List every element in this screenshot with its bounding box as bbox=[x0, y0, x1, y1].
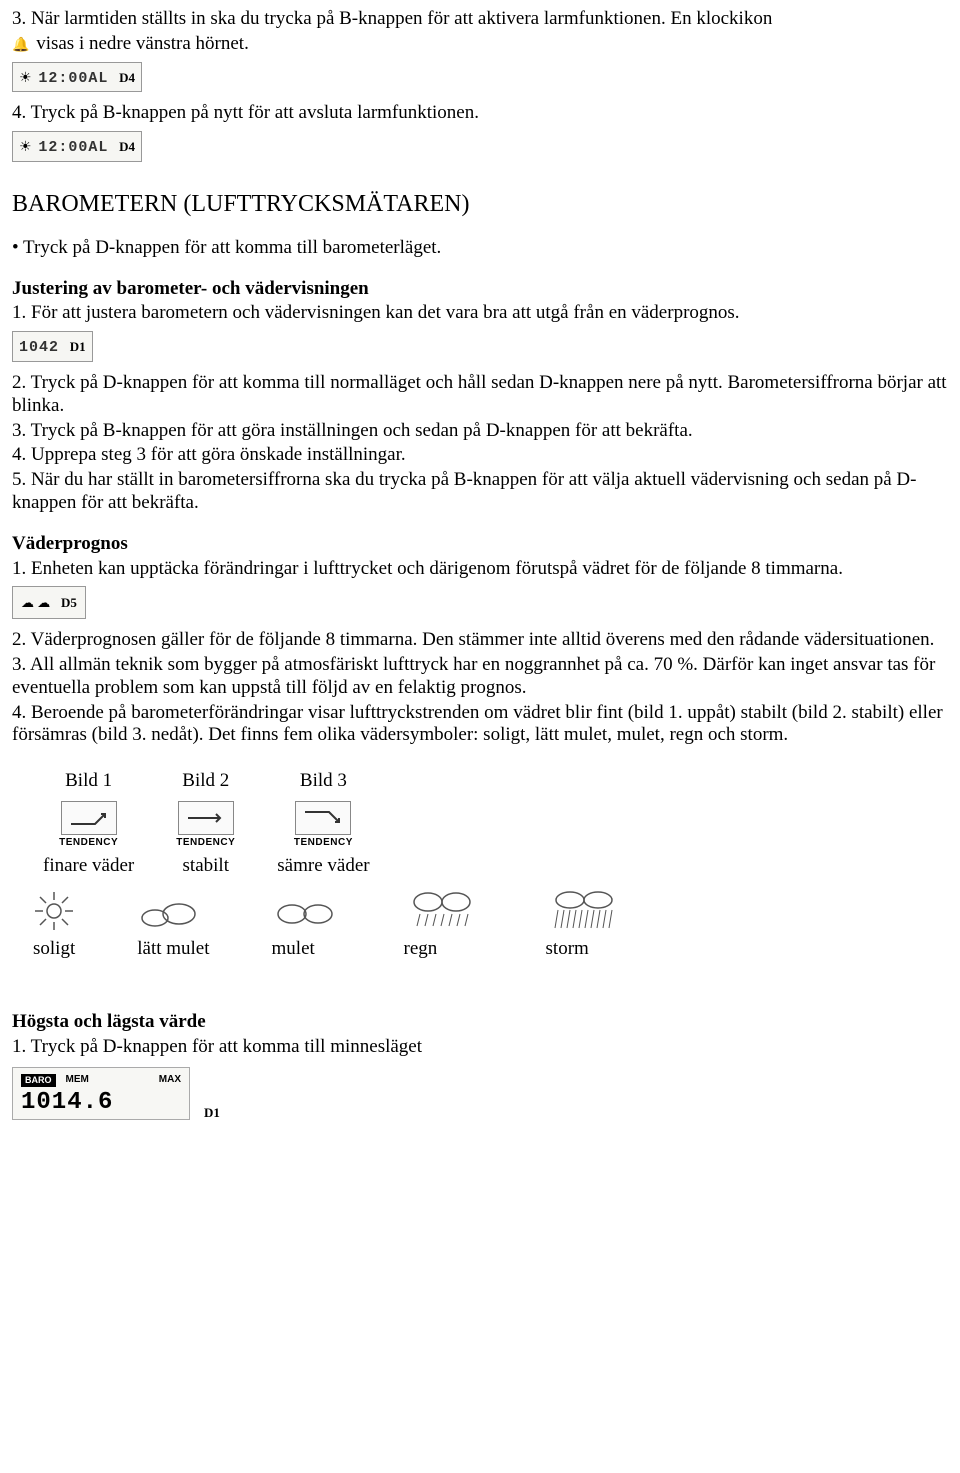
just-4: 4. Upprepa steg 3 för att göra önskade i… bbox=[12, 444, 948, 467]
forecast-section: Väderprognos 1. Enheten kan upptäcka för… bbox=[12, 533, 948, 747]
tend-label-2: stabilt bbox=[175, 854, 236, 879]
just-2: 2. Tryck på D-knappen för att komma till… bbox=[12, 372, 948, 418]
forecast-1: 1. Enheten kan upptäcka förändringar i l… bbox=[12, 558, 948, 581]
mem-value: 1014.6 bbox=[21, 1089, 181, 1118]
cloudy-icon bbox=[272, 888, 342, 932]
minmax-heading: Högsta och lägsta värde bbox=[12, 1011, 948, 1034]
bell-icon: 🔔 bbox=[12, 38, 29, 53]
tend-cap-2: TENDENCY bbox=[176, 837, 235, 849]
tendency-table: Bild 1 Bild 2 Bild 3 TENDENCY TENDENCY bbox=[2, 765, 411, 883]
weather-label-5: storm bbox=[545, 937, 627, 962]
baro-bullet: • Tryck på D-knappen för att komma till … bbox=[12, 237, 948, 260]
tend-box-flat bbox=[178, 801, 234, 835]
memory-display: BARO MEM MAX 1014.6 bbox=[12, 1067, 190, 1121]
weather-label-3: mulet bbox=[271, 937, 343, 962]
forecast-2: 2. Väderprognosen gäller för de följande… bbox=[12, 629, 948, 652]
sun-icon bbox=[33, 888, 75, 932]
max-label: MAX bbox=[159, 1074, 181, 1086]
forecast-heading: Väderprognos bbox=[12, 533, 948, 556]
tend-cap-1: TENDENCY bbox=[43, 837, 134, 849]
arrow-flat-icon bbox=[184, 808, 228, 828]
just-1: 1. För att justera barometern och väderv… bbox=[12, 302, 948, 325]
weather-cell-sun bbox=[32, 887, 76, 933]
para-3b: 🔔 visas i nedre vänstra hörnet. bbox=[12, 33, 948, 56]
mem-label: MEM bbox=[66, 1074, 89, 1086]
mem-d1-label: D1 bbox=[204, 1105, 220, 1121]
lcd-display-2: ☀ 12:00AL D4 bbox=[12, 131, 142, 162]
weather-label-1: soligt bbox=[32, 937, 76, 962]
barometer-intro: • Tryck på D-knappen för att komma till … bbox=[12, 237, 948, 260]
arrow-up-icon bbox=[67, 808, 111, 828]
weather-table: soligt lätt mulet mulet regn storm bbox=[0, 883, 687, 966]
lcd-display-1: ☀ 12:00AL D4 bbox=[12, 62, 142, 93]
forecast-cloud-icon: ☁ ☁ bbox=[21, 595, 50, 610]
para-3a: 3. När larmtiden ställts in ska du tryck… bbox=[12, 8, 948, 31]
tend-label-3: sämre väder bbox=[276, 854, 370, 879]
tend-box-down bbox=[295, 801, 351, 835]
tend-h3: Bild 3 bbox=[276, 769, 370, 794]
minmax-section: Högsta och lägsta värde 1. Tryck på D-kn… bbox=[12, 1011, 948, 1120]
alarm-icon: ☀ bbox=[19, 140, 32, 155]
arrow-down-icon bbox=[301, 808, 345, 828]
justering-heading: Justering av barometer- och vädervisning… bbox=[12, 278, 948, 301]
alarm-icon: ☀ bbox=[19, 71, 32, 86]
tend-label-1: finare väder bbox=[42, 854, 135, 879]
weather-cell-storm bbox=[545, 887, 627, 933]
lcd-display-4: ☁ ☁ D5 bbox=[12, 586, 86, 619]
just-3: 3. Tryck på B-knappen för att göra instä… bbox=[12, 420, 948, 443]
partly-cloudy-icon bbox=[137, 888, 209, 932]
weather-cell-cloudy bbox=[271, 887, 343, 933]
para-4: 4. Tryck på B-knappen på nytt för att av… bbox=[12, 102, 948, 125]
tend-h1: Bild 1 bbox=[42, 769, 135, 794]
tend-cap-3: TENDENCY bbox=[277, 837, 369, 849]
tend-h2: Bild 2 bbox=[175, 769, 236, 794]
storm-icon bbox=[546, 888, 626, 932]
tend-cell-1: TENDENCY bbox=[42, 798, 135, 850]
forecast-3: 3. All allmän teknik som bygger på atmos… bbox=[12, 654, 948, 700]
weather-cell-partly bbox=[136, 887, 210, 933]
barometer-heading: BAROMETERN (LUFTTRYCKSMÄTAREN) bbox=[12, 190, 948, 219]
weather-cell-rain bbox=[403, 887, 485, 933]
alarm-section: 3. När larmtiden ställts in ska du tryck… bbox=[12, 8, 948, 172]
minmax-1: 1. Tryck på D-knappen för att komma till… bbox=[12, 1036, 948, 1059]
rain-icon bbox=[404, 888, 484, 932]
tend-box-up bbox=[61, 801, 117, 835]
justering-section: Justering av barometer- och vädervisning… bbox=[12, 278, 948, 515]
forecast-4: 4. Beroende på barometerförändringar vis… bbox=[12, 702, 948, 748]
tend-cell-2: TENDENCY bbox=[175, 798, 236, 850]
lcd-display-3: 1042 D1 bbox=[12, 331, 93, 362]
weather-label-2: lätt mulet bbox=[136, 937, 210, 962]
weather-label-4: regn bbox=[403, 937, 485, 962]
baro-badge: BARO bbox=[21, 1074, 56, 1087]
tend-cell-3: TENDENCY bbox=[276, 798, 370, 850]
just-5: 5. När du har ställt in barometersiffror… bbox=[12, 469, 948, 515]
